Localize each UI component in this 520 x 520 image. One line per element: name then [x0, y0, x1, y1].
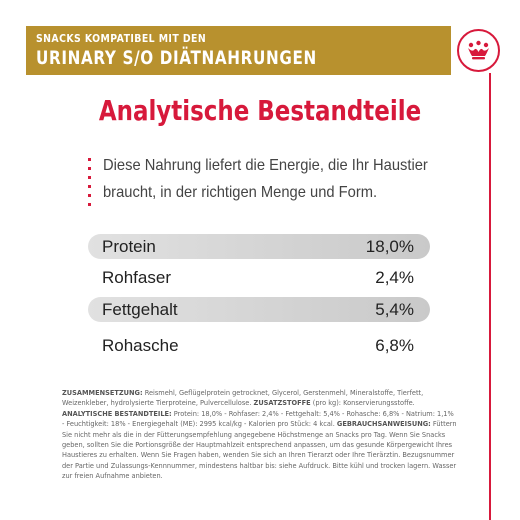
nutrient-name: Rohasche	[102, 336, 179, 355]
nutrient-value: 6,8%	[375, 336, 414, 355]
banner-line-1: SNACKS KOMPATIBEL MIT DEN	[36, 32, 207, 45]
nutrient-name: Rohfaser	[102, 268, 171, 287]
bullet-dots	[88, 158, 91, 212]
additives-label: ZUSATZSTOFFE	[253, 399, 311, 408]
composition-text: Reismehl, Geflügelprotein getrocknet, Gl…	[62, 389, 424, 408]
nutrient-value: 18,0%	[365, 237, 414, 256]
analytical-text: Protein: 18,0% - Rohfaser: 2,4% - Fettge…	[62, 409, 454, 429]
banner-line-2: URINARY S/O DIÄTNAHRUNGEN	[36, 47, 317, 69]
composition-label: ZUSAMMENSETZUNG:	[62, 389, 143, 397]
nutrient-row-protein: Protein 18,0%	[88, 234, 430, 259]
brand-vertical-line	[489, 73, 491, 520]
intro-text: Diese Nahrung liefert die Energie, die I…	[103, 157, 428, 201]
legal-footer-text: ZUSAMMENSETZUNG: Reismehl, Geflügelprote…	[62, 388, 458, 482]
nutrient-row-rohfaser: Rohfaser 2,4%	[88, 265, 430, 290]
header-banner: SNACKS KOMPATIBEL MIT DEN URINARY S/O DI…	[26, 26, 451, 75]
analytical-label: ANALYTISCHE BESTANDTEILE:	[62, 409, 172, 418]
usage-text: Füttern Sie nicht mehr als die in der Fü…	[62, 420, 457, 481]
usage-label: GEBRAUCHSANWEISUNG:	[336, 420, 431, 429]
nutrient-name: Fettgehalt	[102, 300, 178, 319]
crown-icon	[468, 40, 489, 60]
nutrient-row-fettgehalt: Fettgehalt 5,4%	[88, 297, 430, 322]
nutrient-name: Protein	[102, 237, 156, 256]
additives-text: (pro kg): Konservierungsstoffe.	[312, 399, 415, 408]
nutrient-row-rohasche: Rohasche 6,8%	[88, 333, 430, 358]
nutrient-value: 5,4%	[375, 300, 414, 319]
nutrient-value: 2,4%	[375, 268, 414, 287]
section-title: Analytische Bestandteile	[98, 94, 422, 127]
brand-logo	[457, 29, 500, 72]
